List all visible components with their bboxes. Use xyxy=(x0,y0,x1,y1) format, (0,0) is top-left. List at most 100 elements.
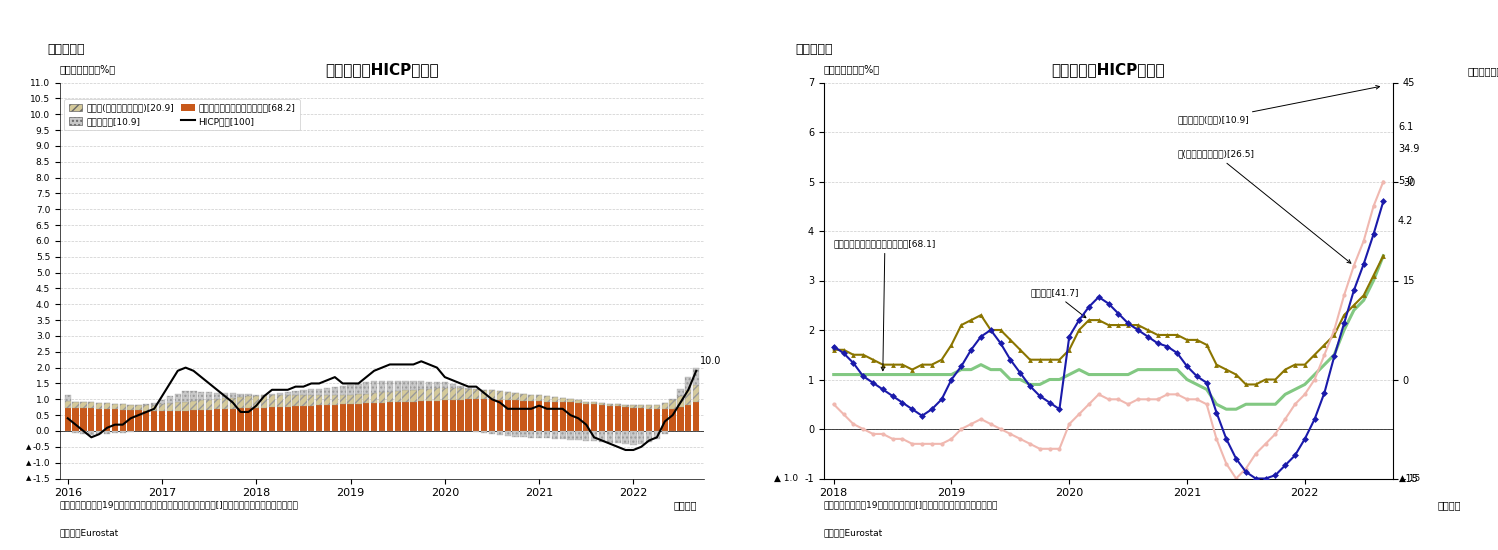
Bar xyxy=(418,381,424,389)
Text: （前年同月比、%）: （前年同月比、%） xyxy=(60,64,115,75)
Bar xyxy=(261,395,267,408)
Bar xyxy=(222,393,228,398)
Bar xyxy=(207,392,213,400)
Bar xyxy=(520,400,526,431)
Bar xyxy=(614,431,620,443)
Bar xyxy=(120,410,126,431)
Bar xyxy=(103,403,111,409)
Bar xyxy=(473,389,479,399)
Bar xyxy=(529,395,535,401)
Text: （月次）: （月次） xyxy=(1437,500,1461,510)
Bar xyxy=(497,431,503,435)
Bar xyxy=(246,396,252,408)
Bar xyxy=(403,381,409,390)
Bar xyxy=(268,407,276,431)
Bar xyxy=(363,382,370,394)
Bar xyxy=(372,381,377,393)
Bar xyxy=(434,382,440,388)
Bar xyxy=(425,388,433,401)
Bar xyxy=(183,411,189,431)
Bar xyxy=(560,398,566,402)
Bar xyxy=(96,403,102,409)
Bar xyxy=(348,395,354,404)
Bar xyxy=(277,395,283,407)
Bar xyxy=(536,431,542,438)
Bar xyxy=(434,400,440,431)
Text: （前年同月比、%）: （前年同月比、%） xyxy=(824,64,879,75)
Bar xyxy=(394,402,401,431)
Bar xyxy=(81,408,87,431)
Bar xyxy=(481,390,487,399)
Bar xyxy=(694,385,700,403)
Bar xyxy=(340,395,346,404)
Bar xyxy=(434,388,440,400)
Bar xyxy=(694,367,700,385)
Bar xyxy=(505,400,511,431)
Bar xyxy=(166,397,174,403)
Bar xyxy=(481,431,487,433)
Bar xyxy=(622,405,629,407)
Bar xyxy=(198,400,204,410)
Bar xyxy=(449,388,455,400)
Bar xyxy=(457,386,464,388)
Text: （資料）Eurostat: （資料）Eurostat xyxy=(824,528,884,537)
Bar xyxy=(544,431,550,438)
Bar xyxy=(614,406,620,431)
Bar xyxy=(112,409,118,431)
Bar xyxy=(64,408,70,431)
Bar xyxy=(253,395,259,396)
Bar xyxy=(175,411,181,431)
Bar xyxy=(355,384,361,394)
Text: ▲: ▲ xyxy=(25,460,31,466)
Text: （図表１）: （図表１） xyxy=(46,43,84,56)
Bar xyxy=(590,431,598,442)
Bar xyxy=(638,431,644,444)
Bar xyxy=(238,409,244,431)
Bar xyxy=(207,400,213,410)
Bar xyxy=(473,399,479,431)
Text: ▲: ▲ xyxy=(25,444,31,450)
Bar xyxy=(285,395,291,406)
Bar xyxy=(331,387,339,395)
Text: エネルギー(右軸)[10.9]: エネルギー(右軸)[10.9] xyxy=(1177,85,1380,124)
Bar xyxy=(653,431,661,439)
Bar xyxy=(144,411,150,431)
Bar xyxy=(512,393,518,400)
Bar xyxy=(300,395,307,406)
Bar xyxy=(246,408,252,431)
Bar xyxy=(394,391,401,402)
Bar xyxy=(694,403,700,431)
Bar xyxy=(662,409,668,431)
Bar xyxy=(449,400,455,431)
Bar xyxy=(159,400,165,404)
Bar xyxy=(214,409,220,431)
Text: （注）ユーロ圈は19か国のデータ、[]内は総合指数に対するウェイト: （注）ユーロ圈は19か国のデータ、[]内は総合指数に対するウェイト xyxy=(824,500,998,509)
Text: 5.0: 5.0 xyxy=(1398,177,1414,186)
Bar xyxy=(348,404,354,431)
Text: ▲ 15: ▲ 15 xyxy=(1399,474,1420,483)
Bar xyxy=(670,399,676,400)
Bar xyxy=(638,408,644,431)
Bar xyxy=(670,409,676,431)
Bar xyxy=(551,431,557,438)
Y-axis label: （前年同月比、%）: （前年同月比、%） xyxy=(1468,67,1498,76)
Bar xyxy=(96,409,102,431)
Bar xyxy=(386,381,392,392)
Bar xyxy=(268,395,276,407)
Bar xyxy=(410,402,416,431)
Bar xyxy=(457,400,464,431)
Bar xyxy=(607,431,613,443)
Bar xyxy=(466,399,472,431)
Bar xyxy=(222,409,228,431)
Bar xyxy=(72,402,79,408)
Bar xyxy=(520,394,526,400)
Text: 6.1: 6.1 xyxy=(1398,122,1413,132)
Bar xyxy=(324,405,330,431)
Bar xyxy=(590,404,598,431)
Bar xyxy=(127,405,133,410)
Bar xyxy=(466,388,472,399)
Bar xyxy=(277,407,283,431)
Bar xyxy=(285,406,291,431)
Bar xyxy=(599,403,605,405)
Bar xyxy=(394,381,401,391)
